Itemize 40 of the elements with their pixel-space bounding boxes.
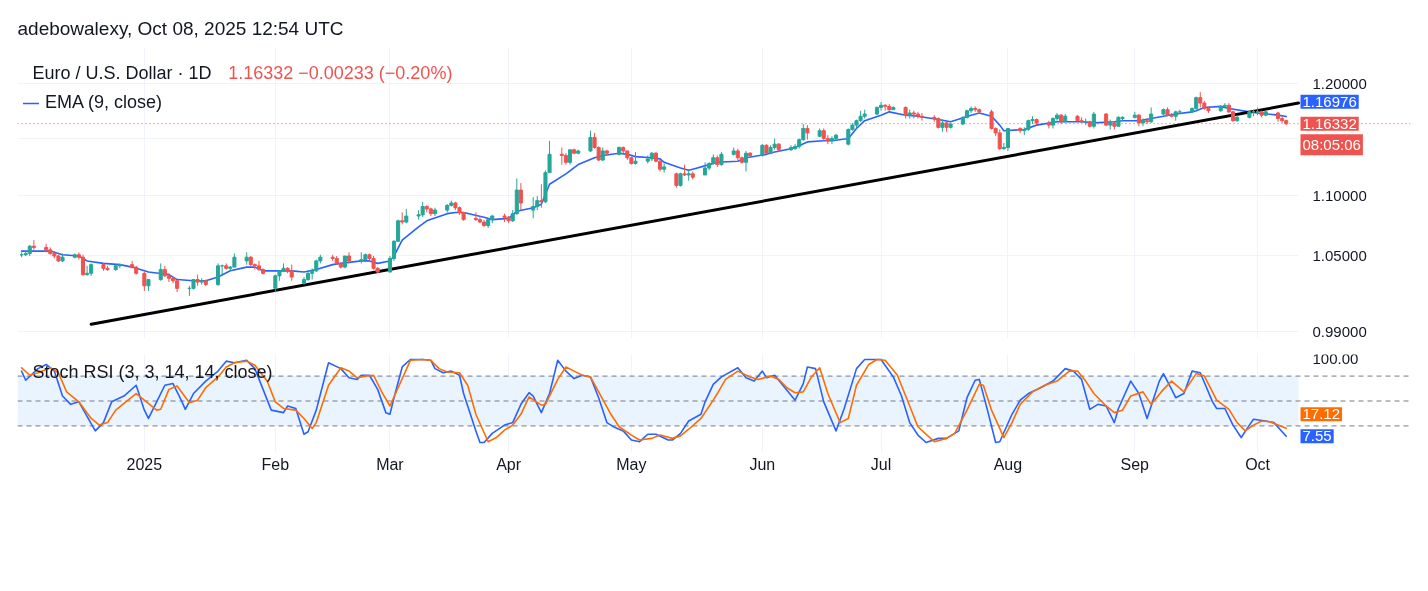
legend-label: EMA (9, close): [45, 92, 163, 113]
text: 100.00: [1312, 350, 1359, 368]
candlestick: [1145, 117, 1150, 125]
x-tick-label: Mar: [376, 455, 405, 473]
x-tick-label: Aug: [993, 455, 1023, 473]
candlestick: [85, 265, 90, 277]
y-tick-label: 1.10000: [1312, 186, 1367, 204]
x-tick-label: Apr: [496, 455, 522, 473]
annotation: 7.55: [1302, 427, 1332, 445]
text: 1.16332 −0.00233 (−0.20%): [228, 62, 453, 83]
x-tick-label: Feb: [261, 455, 290, 473]
candlestick: [216, 262, 221, 287]
candlestick: [80, 254, 86, 277]
text: 08:05:06: [1302, 136, 1361, 154]
candlestick: [518, 182, 523, 211]
candlestick: [166, 272, 171, 283]
candlestick: [879, 101, 884, 112]
text: adebowalexy, Oct 08, 2025 12:54 UTC: [17, 17, 344, 39]
x-tick-label: 2025: [126, 455, 163, 473]
ref-line-label: 1.16332: [1302, 114, 1357, 132]
x-tick-label: May: [616, 455, 647, 473]
candlestick: [997, 129, 1002, 151]
y-tick-label: 0.99000: [1312, 322, 1367, 340]
candlestick: [788, 144, 794, 152]
candlestick: [793, 143, 798, 151]
candlestick: [31, 239, 36, 251]
x-tick-label: Jul: [870, 455, 892, 473]
candlestick: [256, 260, 261, 272]
candlestick: [1140, 117, 1146, 127]
x-tick-label: Jun: [749, 455, 776, 473]
x-tick-label: Oct: [1245, 455, 1271, 473]
candlestick: [662, 162, 667, 174]
annotation: 17.12: [1302, 405, 1341, 423]
text: Euro / U.S. Dollar · 1D: [32, 62, 212, 83]
y-tick-label: 1.20000: [1312, 74, 1367, 92]
candlestick: [539, 183, 544, 209]
annotation: 1.16976: [1302, 92, 1357, 110]
y-tick-label: 1.05000: [1312, 246, 1367, 264]
x-tick-label: Sep: [1120, 455, 1150, 473]
candlestick: [473, 211, 478, 222]
